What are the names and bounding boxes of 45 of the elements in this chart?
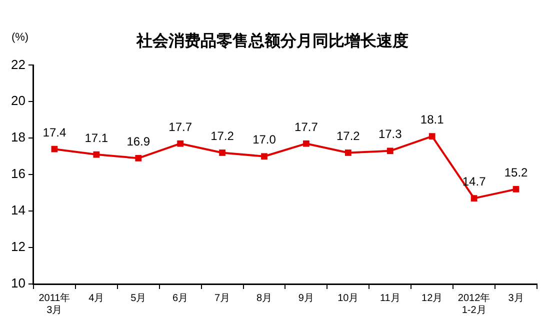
x-tick-label: 11月 <box>380 292 400 304</box>
x-tick-label: 2012年 1-2月 <box>458 292 490 316</box>
point <box>219 150 226 156</box>
data-label: 17.7 <box>168 120 192 134</box>
x-tick-label: 2011年 3月 <box>38 292 70 316</box>
y-tick-label: 16 <box>10 166 26 182</box>
x-tick-label: 9月 <box>298 292 314 304</box>
x-tick-label: 6月 <box>172 292 188 304</box>
x-tick-label: 3月 <box>508 292 524 304</box>
y-tick-label: 22 <box>10 56 26 72</box>
data-label: 17.7 <box>294 120 318 134</box>
data-label: 16.9 <box>126 134 150 149</box>
point <box>51 146 58 152</box>
point <box>135 155 142 162</box>
y-axis-title: (%) <box>11 32 29 44</box>
point <box>470 195 478 202</box>
point <box>261 153 268 160</box>
data-label: 17.2 <box>336 129 360 144</box>
data-label: 17.1 <box>84 130 108 145</box>
x-tick-label: 7月 <box>214 292 230 304</box>
x-tick-label: 5月 <box>130 292 146 304</box>
y-tick-label: 14 <box>10 202 26 218</box>
data-label: 18.1 <box>420 112 444 127</box>
y-tick-label: 18 <box>10 130 26 145</box>
data-label: 14.7 <box>462 174 486 189</box>
point <box>93 151 100 158</box>
data-label: 17.4 <box>42 125 66 140</box>
data-label: 15.2 <box>504 166 528 180</box>
data-label: 17.2 <box>210 129 234 144</box>
point <box>386 148 394 154</box>
point <box>428 133 436 140</box>
x-tick-label: 12月 <box>422 292 443 304</box>
point <box>177 140 184 147</box>
x-tick-label: 4月 <box>88 292 104 304</box>
x-tick-label: 10月 <box>338 292 359 304</box>
y-tick-label: 10 <box>10 276 26 291</box>
point <box>512 186 520 192</box>
x-tick-label: 8月 <box>256 292 272 304</box>
chart-title: 社会消费品零售总额分月同比增长速度 <box>136 31 408 50</box>
y-tick-label: 20 <box>10 93 26 108</box>
y-tick-label: 12 <box>10 239 26 254</box>
data-label: 17.3 <box>378 127 402 142</box>
data-label: 17.0 <box>252 132 276 147</box>
point <box>303 140 310 147</box>
point <box>344 150 352 156</box>
